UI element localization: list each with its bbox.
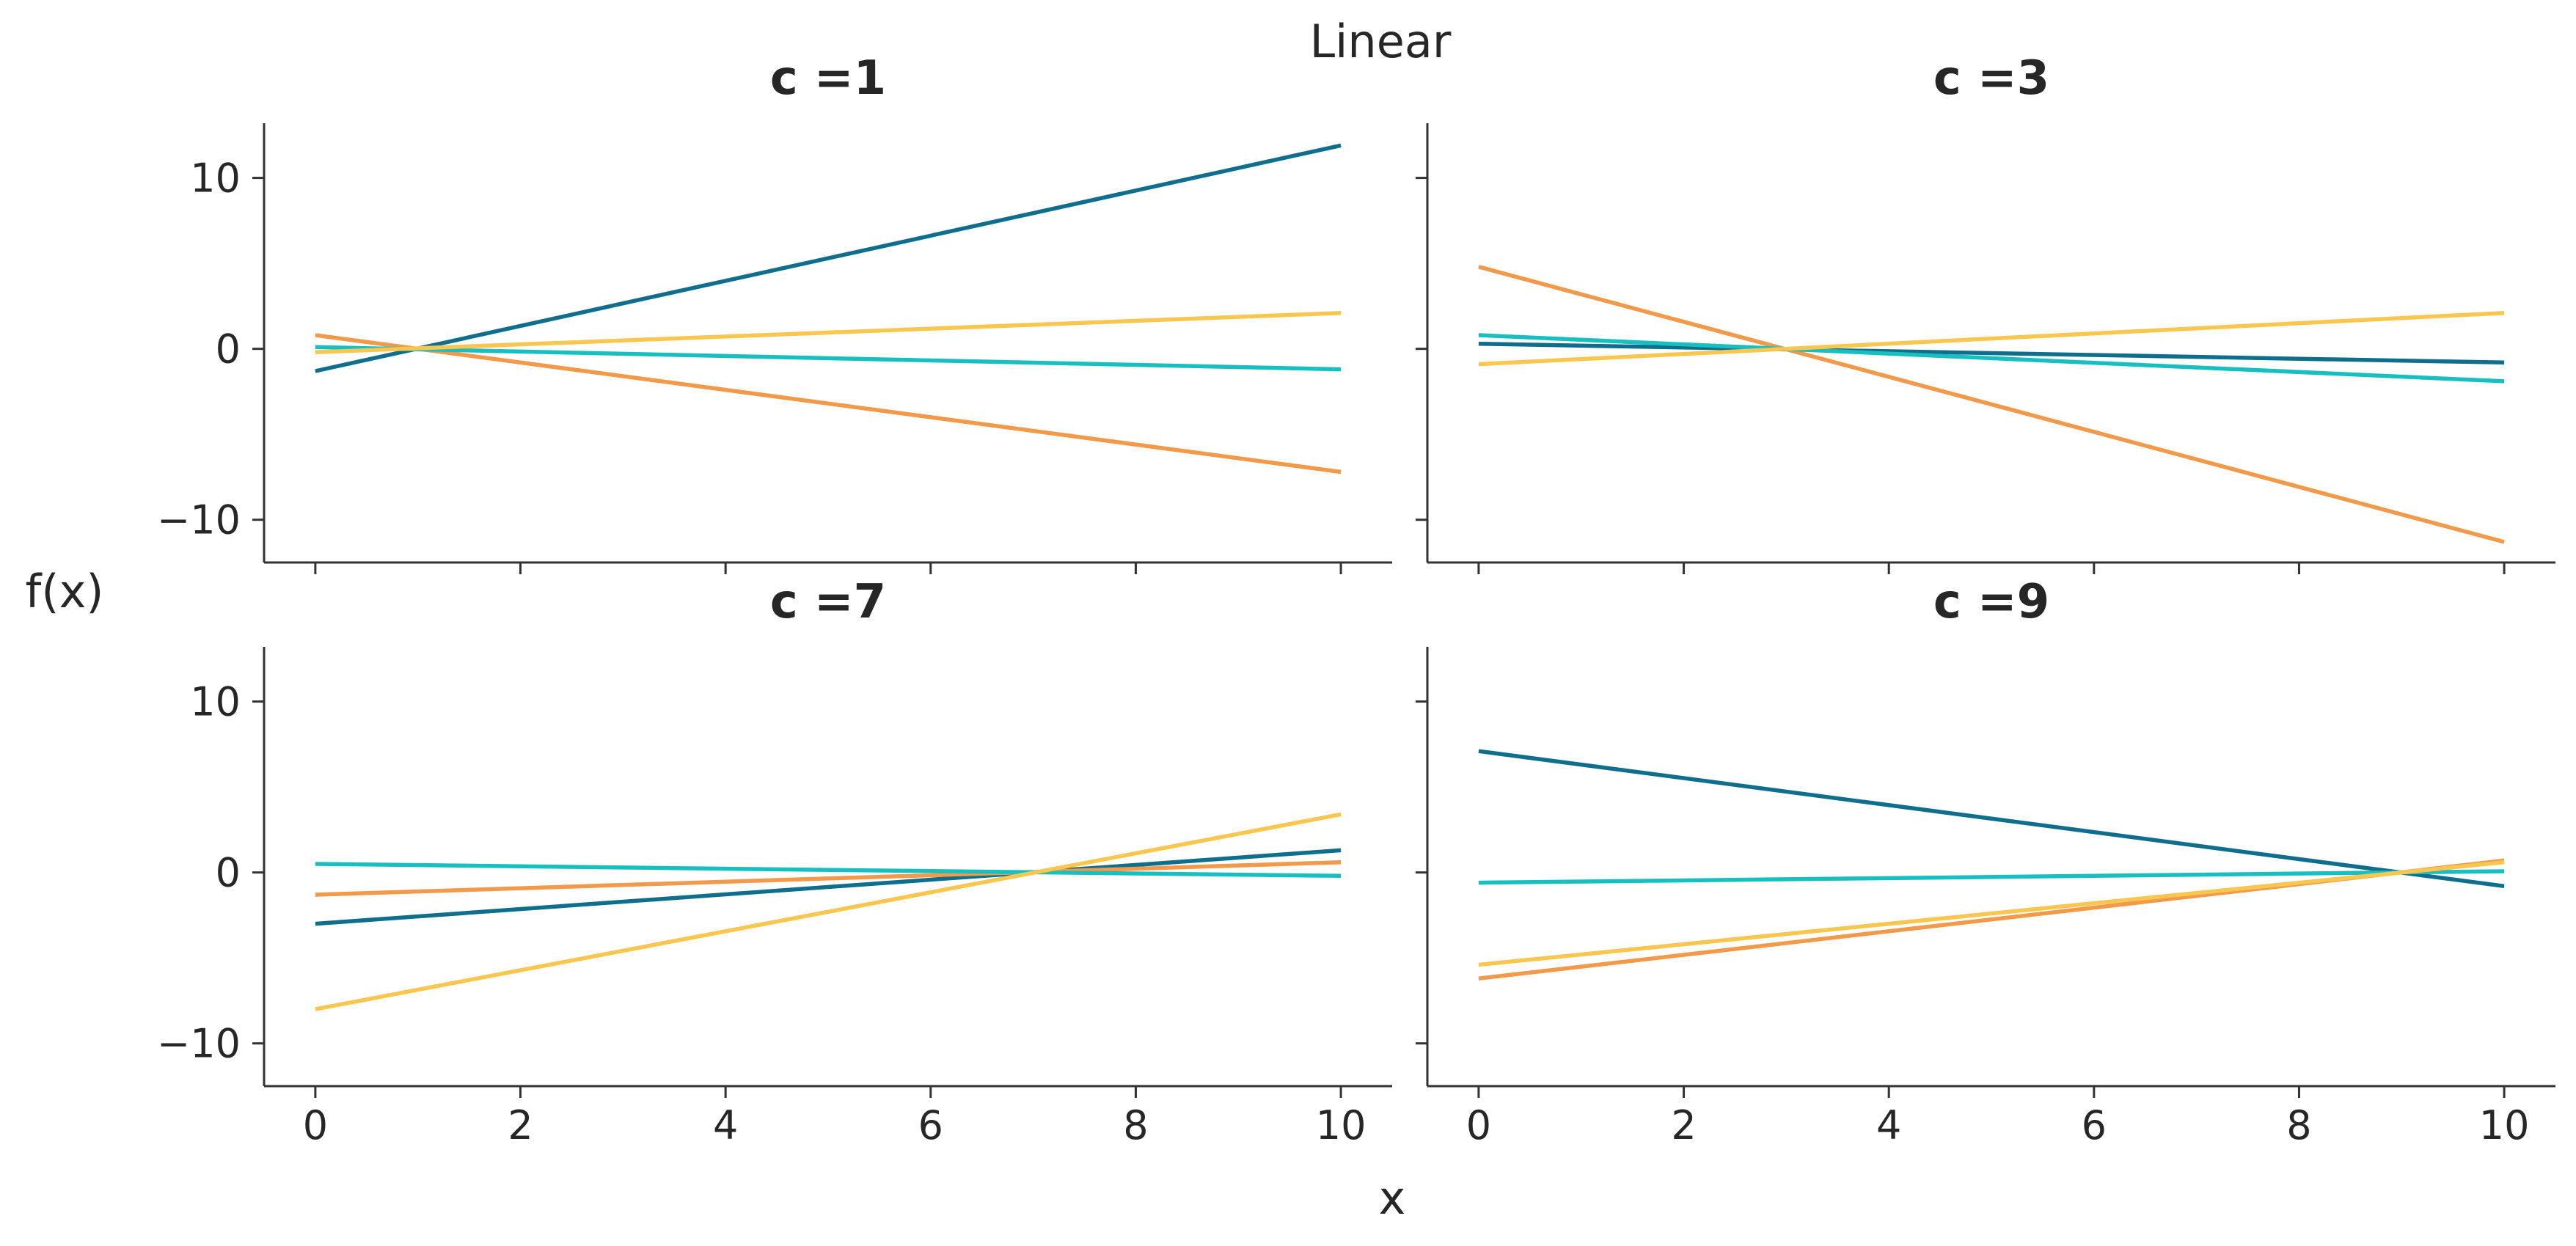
series-line-2 (315, 333, 1342, 474)
subplots-container: c =1 10 0 −10 c =3 c =7 10 0 −10 0 2 4 6 8 10 c =9 0 2 4 6 8… (157, 51, 2555, 1148)
series-line-4 (1478, 310, 2505, 367)
figure-title: Linear (1310, 15, 1452, 68)
subplot-3: c =7 10 0 −10 0 2 4 6 8 10 (157, 575, 1392, 1148)
y-tick-label: 0 (216, 850, 241, 896)
series-line-1 (1478, 341, 2505, 365)
panel-title: c =9 (1933, 575, 2049, 629)
y-tick-label: 0 (216, 326, 241, 373)
y-axis-label: f(x) (26, 565, 104, 618)
x-tick-label: 6 (2082, 1102, 2107, 1148)
x-tick-label: 8 (1123, 1102, 1148, 1148)
series-line-3 (315, 862, 1342, 879)
series-line-2 (1478, 265, 2505, 544)
series-line-1 (315, 848, 1342, 926)
x-tick-label: 2 (1671, 1102, 1696, 1148)
series-line-3 (315, 345, 1342, 372)
x-tick-label: 8 (2286, 1102, 2311, 1148)
subplot-4: c =9 0 2 4 6 8 10 (1416, 575, 2555, 1148)
series-line-3 (1478, 869, 2505, 885)
x-tick-label: 6 (918, 1102, 943, 1148)
series-line-4 (315, 812, 1342, 1011)
series-line-1 (1478, 749, 2505, 889)
x-tick-label: 4 (1876, 1102, 1901, 1148)
series-line-3 (1478, 333, 2505, 384)
panel-title: c =7 (770, 575, 886, 629)
y-tick-label: 10 (190, 679, 241, 725)
subplot-2: c =3 (1416, 51, 2555, 574)
x-tick-label: 0 (1466, 1102, 1491, 1148)
y-tick-label: −10 (157, 1021, 241, 1067)
series-line-4 (315, 310, 1342, 355)
series-line-2 (315, 860, 1342, 897)
x-axis-label: x (1379, 1171, 1406, 1225)
x-tick-label: 0 (303, 1102, 328, 1148)
series-line-4 (1478, 860, 2505, 967)
subplot-1: c =1 10 0 −10 (157, 51, 1392, 574)
panel-title: c =1 (770, 51, 886, 106)
x-tick-label: 10 (1316, 1102, 1366, 1148)
y-tick-label: −10 (157, 497, 241, 543)
y-tick-label: 10 (190, 155, 241, 202)
panel-title: c =3 (1933, 51, 2049, 106)
x-tick-label: 4 (713, 1102, 738, 1148)
series-line-1 (315, 143, 1342, 373)
x-tick-label: 2 (508, 1102, 533, 1148)
x-tick-label: 10 (2479, 1102, 2530, 1148)
